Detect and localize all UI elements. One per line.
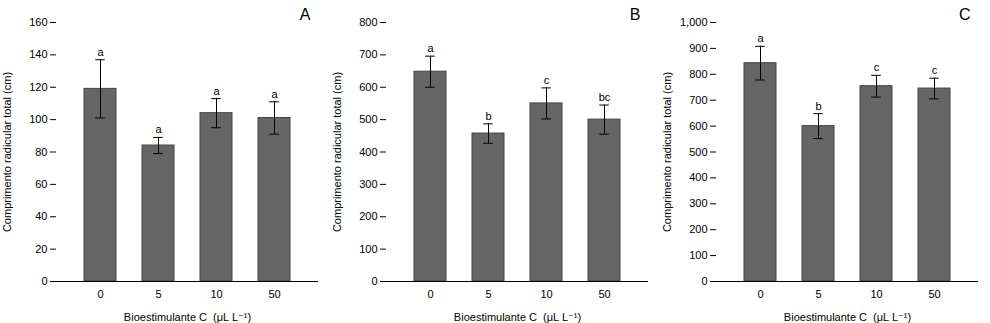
svg-text:c: c	[544, 74, 550, 86]
svg-text:40: 40	[35, 210, 47, 222]
svg-text:800: 800	[359, 16, 377, 28]
svg-text:400: 400	[359, 146, 377, 158]
svg-text:A: A	[300, 6, 311, 23]
svg-text:500: 500	[359, 113, 377, 125]
svg-text:a: a	[757, 32, 764, 44]
svg-text:300: 300	[689, 197, 707, 209]
svg-text:600: 600	[689, 120, 707, 132]
svg-text:600: 600	[359, 81, 377, 93]
svg-text:Bioestimulante C (μL L⁻¹): Bioestimulante C (μL L⁻¹)	[784, 311, 911, 323]
svg-text:5: 5	[485, 288, 491, 300]
svg-text:C: C	[959, 6, 971, 23]
svg-text:0: 0	[97, 288, 103, 300]
svg-text:1,000: 1,000	[680, 16, 708, 28]
svg-text:300: 300	[359, 178, 377, 190]
svg-text:60: 60	[35, 178, 47, 190]
svg-text:200: 200	[689, 223, 707, 235]
svg-text:10: 10	[210, 288, 222, 300]
svg-text:0: 0	[427, 288, 433, 300]
svg-text:200: 200	[359, 210, 377, 222]
svg-text:120: 120	[29, 81, 47, 93]
svg-text:Comprimento radicular total (c: Comprimento radicular total (cm)	[1, 72, 13, 232]
svg-text:Bioestimulante C (μL L⁻¹): Bioestimulante C (μL L⁻¹)	[124, 311, 251, 323]
svg-text:900: 900	[689, 42, 707, 54]
svg-text:0: 0	[41, 275, 47, 287]
svg-text:400: 400	[689, 171, 707, 183]
svg-text:20: 20	[35, 243, 47, 255]
svg-text:500: 500	[689, 146, 707, 158]
svg-text:80: 80	[35, 146, 47, 158]
svg-text:a: a	[271, 88, 278, 100]
svg-text:b: b	[485, 110, 491, 122]
svg-text:Comprimento radicular total (c: Comprimento radicular total (cm)	[661, 72, 673, 232]
svg-text:10: 10	[540, 288, 552, 300]
svg-text:a: a	[155, 123, 162, 135]
svg-text:Comprimento radicular total (c: Comprimento radicular total (cm)	[331, 72, 343, 232]
svg-text:b: b	[815, 100, 821, 112]
svg-text:c: c	[874, 61, 880, 73]
svg-text:700: 700	[359, 48, 377, 60]
svg-text:a: a	[97, 46, 104, 58]
svg-text:100: 100	[29, 113, 47, 125]
svg-text:100: 100	[689, 249, 707, 261]
svg-text:160: 160	[29, 16, 47, 28]
svg-text:0: 0	[371, 275, 377, 287]
svg-text:700: 700	[689, 94, 707, 106]
svg-text:50: 50	[598, 288, 610, 300]
svg-text:140: 140	[29, 48, 47, 60]
svg-text:800: 800	[689, 68, 707, 80]
svg-text:100: 100	[359, 243, 377, 255]
svg-text:50: 50	[268, 288, 280, 300]
svg-text:0: 0	[757, 288, 763, 300]
svg-text:Bioestimulante C (μL L⁻¹): Bioestimulante C (μL L⁻¹)	[454, 311, 581, 323]
svg-text:5: 5	[155, 288, 161, 300]
svg-text:B: B	[630, 6, 641, 23]
svg-text:c: c	[932, 64, 938, 76]
svg-text:a: a	[427, 42, 434, 54]
svg-text:0: 0	[701, 275, 707, 287]
svg-text:10: 10	[870, 288, 882, 300]
svg-text:5: 5	[815, 288, 821, 300]
svg-text:a: a	[213, 85, 220, 97]
svg-text:bc: bc	[599, 91, 611, 103]
svg-text:50: 50	[928, 288, 940, 300]
